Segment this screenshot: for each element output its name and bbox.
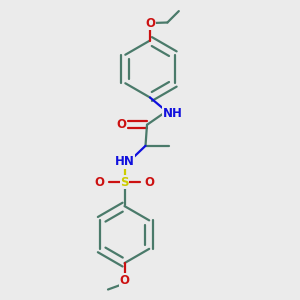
Text: HN: HN [115, 155, 134, 168]
Text: O: O [119, 274, 130, 287]
Text: NH: NH [163, 107, 182, 120]
Text: O: O [94, 176, 105, 189]
Text: O: O [145, 16, 155, 30]
Text: S: S [120, 176, 129, 189]
Text: O: O [116, 118, 126, 131]
Text: O: O [144, 176, 154, 189]
